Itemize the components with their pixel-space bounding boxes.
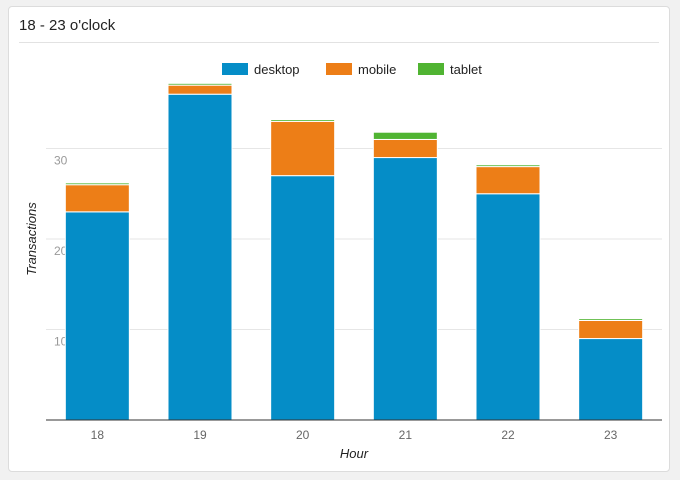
bar-desktop-21[interactable]	[372, 157, 438, 421]
x-tick-labels: 18 19 20 21 22 23	[91, 428, 618, 442]
bar-desktop-23[interactable]	[578, 338, 644, 421]
bar-mobile-23[interactable]	[578, 319, 644, 340]
legend-item-tablet[interactable]: tablet	[418, 62, 482, 77]
bar-desktop-19[interactable]	[167, 93, 233, 421]
bar-mobile-18[interactable]	[64, 184, 130, 213]
title-divider	[19, 42, 659, 43]
legend-swatch	[326, 63, 352, 75]
grid-lines	[46, 148, 662, 330]
y-tick-label: 10	[54, 335, 68, 349]
bar-tablet-18[interactable]	[64, 182, 130, 186]
legend: desktop mobile tablet	[222, 62, 482, 77]
x-tick-label: 18	[91, 428, 105, 442]
x-tick-label: 19	[193, 428, 207, 442]
legend-item-desktop[interactable]: desktop	[222, 62, 300, 77]
bar-mobile-19[interactable]	[167, 84, 233, 95]
y-tick-label: 30	[54, 154, 68, 168]
bar-desktop-18[interactable]	[64, 211, 130, 421]
x-axis-title: Hour	[340, 446, 369, 461]
y-tick-labels: 10 20 30	[54, 154, 68, 349]
bar-tablet-21[interactable]	[372, 131, 438, 140]
y-axis-title: Transactions	[24, 202, 39, 276]
bar-tablet-22[interactable]	[475, 164, 541, 168]
legend-item-mobile[interactable]: mobile	[326, 62, 396, 77]
bar-mobile-22[interactable]	[475, 166, 541, 195]
bar-tablet-20[interactable]	[270, 119, 336, 122]
bar-desktop-22[interactable]	[475, 193, 541, 421]
bar-desktop-20[interactable]	[270, 175, 336, 421]
x-tick-label: 22	[501, 428, 515, 442]
bars	[64, 82, 644, 421]
x-tick-label: 21	[399, 428, 413, 442]
bar-mobile-20[interactable]	[270, 120, 336, 177]
x-tick-label: 20	[296, 428, 310, 442]
legend-label: desktop	[254, 62, 300, 77]
legend-swatch	[222, 63, 248, 75]
legend-swatch	[418, 63, 444, 75]
legend-label: tablet	[450, 62, 482, 77]
card-title: 18 - 23 o'clock	[19, 17, 116, 34]
legend-label: mobile	[358, 62, 396, 77]
bar-tablet-19[interactable]	[167, 82, 233, 86]
x-tick-label: 23	[604, 428, 618, 442]
bar-tablet-23[interactable]	[578, 318, 644, 321]
y-tick-label: 20	[54, 244, 68, 258]
bar-mobile-21[interactable]	[372, 138, 438, 159]
